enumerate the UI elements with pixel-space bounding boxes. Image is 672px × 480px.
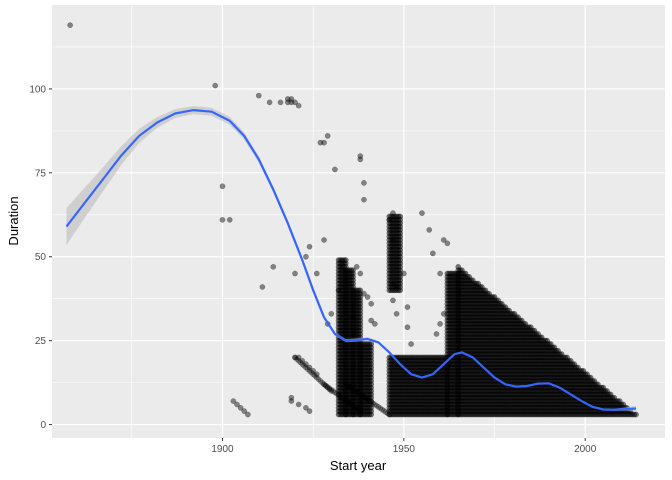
data-point (357, 408, 364, 414)
x-axis-title: Start year (330, 458, 387, 473)
data-point (324, 133, 331, 139)
data-point (386, 411, 393, 418)
data-point (317, 139, 324, 146)
data-point (306, 408, 313, 414)
data-point (342, 257, 349, 263)
data-point (284, 99, 291, 106)
data-point (426, 227, 433, 233)
data-point (270, 263, 277, 270)
data-point (313, 371, 320, 378)
data-point (437, 321, 443, 327)
data-point (361, 180, 367, 186)
data-point (303, 361, 309, 368)
data-point (361, 196, 367, 203)
points-layer (67, 22, 639, 418)
data-point (284, 96, 291, 102)
data-point (295, 102, 302, 109)
data-point (234, 401, 240, 408)
data-point (433, 331, 440, 337)
data-point (266, 99, 273, 106)
data-point (67, 22, 73, 28)
data-point (321, 139, 327, 146)
data-point (259, 284, 266, 290)
data-point (357, 156, 364, 163)
y-tick-label: 0 (40, 420, 46, 431)
data-point (404, 304, 411, 310)
data-point (292, 270, 298, 277)
data-point (368, 317, 375, 324)
data-point (419, 210, 425, 216)
data-point (357, 153, 364, 159)
data-point (633, 411, 639, 418)
data-point (440, 237, 447, 243)
data-point (371, 321, 378, 327)
data-point (237, 404, 244, 411)
data-point (219, 216, 226, 223)
data-point (292, 354, 298, 361)
y-tick-label: 75 (35, 168, 47, 179)
data-point (295, 401, 302, 408)
data-point (295, 354, 302, 361)
data-point (364, 294, 371, 300)
data-point (288, 394, 295, 401)
grid-lines (52, 5, 665, 438)
data-point (353, 263, 360, 270)
data-point (332, 166, 338, 173)
data-point (306, 364, 313, 371)
data-point (328, 310, 335, 317)
y-axis-title: Duration (6, 196, 21, 245)
data-point (393, 310, 400, 317)
data-point (350, 267, 356, 274)
data-point (255, 92, 262, 99)
data-point (303, 253, 309, 260)
data-point (219, 183, 226, 190)
data-point (212, 82, 219, 89)
data-point (321, 237, 327, 243)
y-tick-label: 50 (35, 252, 47, 263)
data-point (408, 341, 414, 347)
data-point (277, 99, 284, 106)
data-point (288, 398, 295, 404)
x-tick-label: 2000 (574, 444, 597, 455)
data-point (299, 357, 306, 364)
data-point (357, 287, 364, 294)
data-point (226, 216, 233, 223)
x-tick-label: 1900 (211, 444, 234, 455)
data-point (437, 270, 443, 277)
data-point (390, 297, 396, 304)
data-point (288, 99, 295, 106)
x-tick-label: 1950 (393, 444, 416, 455)
data-point (303, 404, 309, 411)
data-point (230, 398, 237, 404)
data-point (313, 270, 320, 277)
data-point (310, 368, 317, 374)
data-point (306, 243, 313, 250)
data-point (368, 300, 375, 307)
data-point (397, 213, 404, 220)
data-point (245, 411, 251, 418)
data-point (357, 270, 364, 277)
data-point (430, 250, 436, 257)
y-tick-label: 25 (35, 336, 47, 347)
data-point (404, 324, 411, 331)
data-point (444, 240, 451, 247)
data-point (241, 408, 248, 414)
data-point (288, 96, 295, 102)
data-point (292, 99, 298, 106)
y-tick-label: 100 (29, 84, 46, 95)
